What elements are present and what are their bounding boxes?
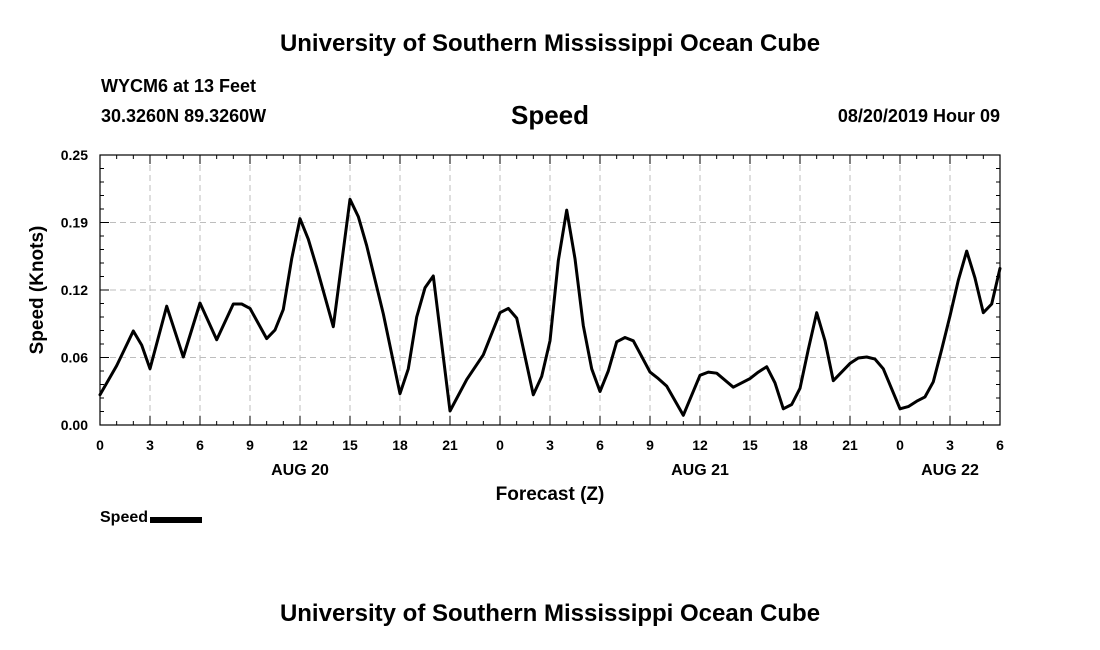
x-tick-label: 6 [196,437,204,453]
x-tick-label: 9 [246,437,254,453]
y-tick-label: 0.19 [61,215,88,231]
x-tick-label: 9 [646,437,654,453]
y-tick-label: 0.06 [61,350,88,366]
series-line-speed [98,197,1002,417]
date-label: AUG 21 [671,462,729,479]
x-tick-label: 3 [546,437,554,453]
x-tick-label: 3 [946,437,954,453]
series-group [98,197,1002,417]
y-tick-labels: 0.00 0.06 0.12 0.19 0.25 [61,147,88,433]
x-tick-label: 3 [146,437,154,453]
y-tick-label: 0.00 [61,417,88,433]
y-tick-label: 0.12 [61,282,88,298]
grid-lines [100,155,1000,425]
forecast-datetime: 08/20/2019 Hour 09 [837,106,1000,126]
coordinates-label: 30.3260N 89.3260W [101,106,267,126]
footer-title: University of Southern Mississippi Ocean… [279,600,821,627]
x-axis-label: Forecast (Z) [496,484,605,505]
station-label: WYCM6 at 13 Feet [101,76,257,96]
y-tick-label: 0.25 [61,147,88,163]
legend: Speed [100,509,203,527]
page-title: University of Southern Mississippi Ocean… [279,30,821,57]
y-axis-label: Speed (Knots) [27,226,48,355]
legend-swatch [150,517,203,523]
date-labels: AUG 20 AUG 21 AUG 22 [271,462,979,479]
x-tick-label: 6 [996,437,1004,453]
chart-title: Speed [510,100,590,130]
x-tick-label: 18 [792,437,808,453]
x-tick-label: 15 [342,437,358,453]
x-tick-label: 21 [842,437,858,453]
plot-frame [99,154,1001,426]
x-tick-label: 18 [392,437,408,453]
x-tick-label: 6 [596,437,604,453]
x-tick-label: 0 [496,437,504,453]
x-tick-label: 12 [692,437,708,453]
x-tick-label: 21 [442,437,458,453]
x-tick-labels: 0 3 6 9 12 15 18 21 0 3 6 9 12 15 18 21 0 3 6 [96,437,1004,453]
x-tick-label: 0 [96,437,104,453]
date-label: AUG 22 [921,462,979,479]
legend-label: Speed [100,509,149,526]
date-label: AUG 20 [271,462,329,479]
x-tick-label: 0 [896,437,904,453]
x-tick-label: 15 [742,437,758,453]
x-tick-label: 12 [292,437,308,453]
